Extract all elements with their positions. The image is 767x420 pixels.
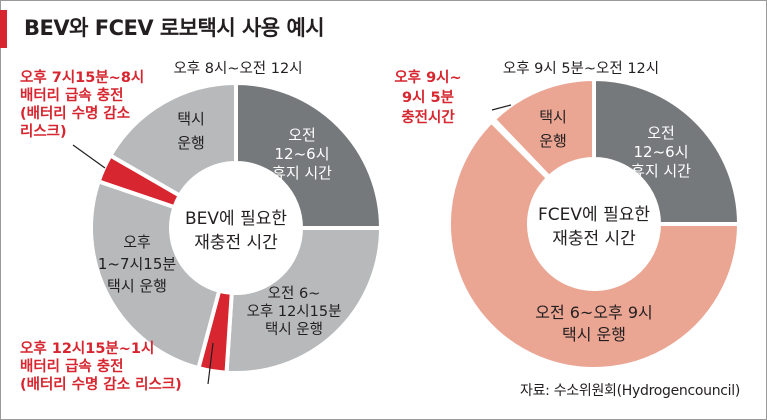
donut-slice [491,77,596,180]
slice-label: 휴지 시간 [272,164,332,182]
slice-label: 1~7시15분 [98,255,177,273]
donut-slice [592,77,741,226]
center-label: BEV에 필요한 [185,209,287,229]
slice-label: 오전 6~오후 9시 [535,303,653,322]
source-note: 자료: 수소위원회(Hydrogencouncil) [520,383,741,399]
slice-label: 오전 [288,126,316,144]
slice-label: 택시 운행 [265,321,323,338]
top-time-label: 오후 8시~오전 12시 [173,60,302,77]
leader-line [207,342,214,385]
slice-label: 택시 운행 [107,277,167,295]
slice-label: 운행 [177,134,205,152]
center-label: FCEV에 필요한 [538,205,650,225]
title-accent-bar [0,10,7,48]
slice-label: 오후 9시~ [394,69,461,86]
donut-slice [89,179,222,371]
slice-label: 12~6시 [634,143,689,161]
slice-label: (배터리 수명 감소 [20,104,130,122]
top-time-label: 오후 9시 5분~오전 12시 [503,60,659,77]
slice-label: 택시 [539,108,567,126]
slice-label: 12~6시 [275,145,330,163]
slice-label: 운행 [539,132,567,150]
slice-label: 배터리 급속 충전 [20,87,123,104]
slice-label: 리스크) [20,123,67,140]
slice-label: 충전시간 [401,109,455,126]
slice-label: 9시 5분 [402,89,454,106]
slice-label: 배터리 급속 충전 [20,358,123,375]
slice-label: 오전 6~ [268,285,321,302]
slice-label: 오후 12시15분 [247,303,342,320]
slice-label: 휴지 시간 [631,162,691,180]
center-label: 재충전 시간 [194,233,278,253]
slice-label: 오후 7시15분~8시 [20,69,144,86]
chart-title: BEV와 FCEV 로보택시 사용 예시 [24,16,325,40]
slice-label: 택시 [177,110,205,128]
donut-slice [108,81,238,198]
slice-label: 택시 운행 [562,325,626,344]
slice-label: (배터리 수명 감소 리스크) [20,375,182,393]
donut-slice [234,81,383,230]
slice-label: 오후 [123,233,151,251]
leader-line [491,104,512,111]
leader-line [72,144,106,169]
donut-slice [447,119,741,371]
slice-label: 오전 [647,124,675,142]
center-label: 재충전 시간 [552,229,636,249]
slice-label: 오후 12시15분~1시 [20,340,154,357]
donut-slice [224,226,383,375]
